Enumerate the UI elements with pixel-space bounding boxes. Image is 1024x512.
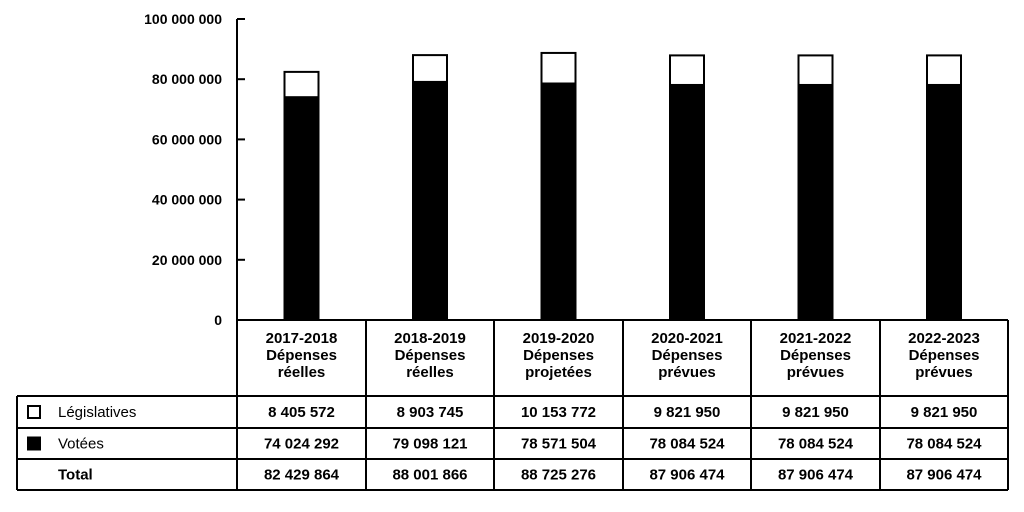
y-tick-label: 40 000 000 — [152, 192, 222, 208]
category-label: Dépenses — [523, 347, 594, 364]
y-tick-label: 100 000 000 — [144, 11, 222, 27]
table-cell-value: 9 821 950 — [911, 404, 978, 421]
bar-votees — [797, 83, 834, 322]
table-cell-value: 87 906 474 — [649, 467, 725, 484]
category-label: Dépenses — [780, 347, 851, 364]
table-cell-value: 79 098 121 — [392, 436, 467, 453]
bar-votees — [926, 83, 962, 322]
table-cell-value: 78 084 524 — [778, 436, 854, 453]
category-label: Dépenses — [652, 347, 723, 364]
table-cell-value: 82 429 864 — [264, 467, 340, 484]
category-label: Dépenses — [266, 347, 337, 364]
table-cell-value: 87 906 474 — [778, 467, 854, 484]
bar-legislatives — [797, 54, 834, 86]
bar-legislatives — [669, 54, 705, 86]
legislatives-legend-icon — [27, 405, 41, 419]
table-cell-value: 78 571 504 — [521, 436, 597, 453]
y-tick-label: 20 000 000 — [152, 252, 222, 268]
bar-votees — [283, 96, 320, 322]
bar-legislatives — [283, 70, 320, 99]
category-label: prévues — [787, 364, 845, 381]
table-cell-value: 74 024 292 — [264, 436, 339, 453]
category-label: projetées — [525, 364, 592, 381]
category-label: 2019-2020 — [523, 330, 595, 347]
y-tick-label: 0 — [214, 312, 222, 328]
bar-legislatives — [540, 51, 577, 85]
bar-votees — [540, 82, 577, 321]
table-cell-value: 78 084 524 — [906, 436, 982, 453]
bar-legislatives — [412, 54, 448, 83]
table-cell-value: 9 821 950 — [654, 404, 721, 421]
table-row-label: Votées — [58, 436, 104, 453]
table-cell-value: 88 001 866 — [392, 467, 467, 484]
table-cell-value: 8 903 745 — [397, 404, 464, 421]
category-label: 2018-2019 — [394, 330, 466, 347]
category-label: 2021-2022 — [780, 330, 852, 347]
table-cell-value: 88 725 276 — [521, 467, 596, 484]
bar-votees — [412, 80, 448, 321]
table-cell-value: 9 821 950 — [782, 404, 849, 421]
table-cell-value: 10 153 772 — [521, 404, 596, 421]
category-label: 2017-2018 — [266, 330, 338, 347]
category-label: prévues — [658, 364, 716, 381]
table-cell-value: 8 405 572 — [268, 404, 335, 421]
y-tick-label: 80 000 000 — [152, 71, 222, 87]
category-label: 2022-2023 — [908, 330, 980, 347]
bar-legislatives — [926, 54, 962, 86]
y-tick-label: 60 000 000 — [152, 131, 222, 147]
category-label: Dépenses — [909, 347, 980, 364]
category-label: réelles — [278, 364, 326, 381]
category-label: Dépenses — [395, 347, 466, 364]
votees-legend-icon — [27, 436, 41, 451]
table-row-label: Législatives — [58, 404, 136, 421]
table-cell-value: 78 084 524 — [649, 436, 725, 453]
bar-votees — [669, 83, 705, 322]
category-label: réelles — [406, 364, 454, 381]
category-label: prévues — [915, 364, 973, 381]
table-row-label: Total — [58, 467, 93, 484]
table-cell-value: 87 906 474 — [906, 467, 982, 484]
category-label: 2020-2021 — [651, 330, 723, 347]
